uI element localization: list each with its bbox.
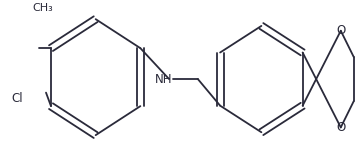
Text: O: O [336, 121, 346, 134]
Text: CH₃: CH₃ [33, 3, 53, 13]
Text: Cl: Cl [11, 92, 23, 105]
Text: NH: NH [154, 73, 172, 86]
Text: O: O [336, 24, 346, 37]
